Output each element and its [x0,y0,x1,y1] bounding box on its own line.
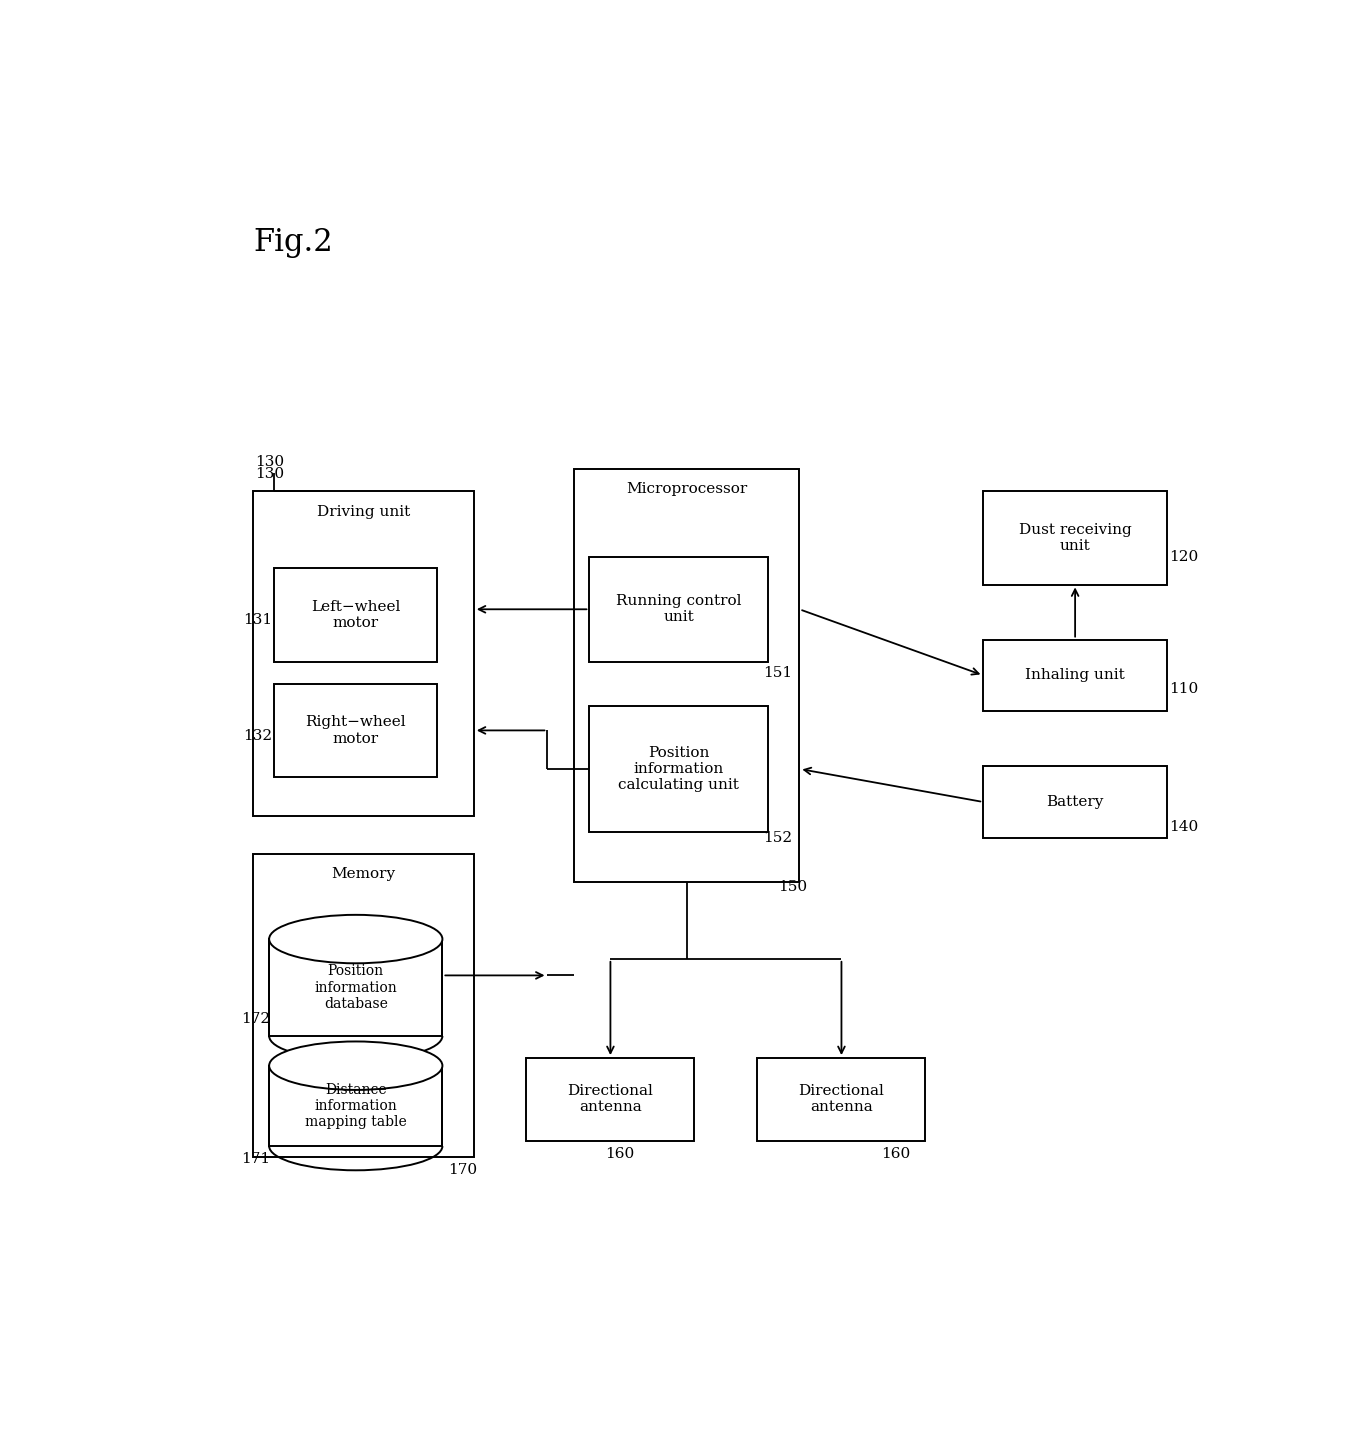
Text: Position
information
calculating unit: Position information calculating unit [618,746,738,792]
Bar [589,556,768,662]
Text: Battery: Battery [1046,795,1104,809]
Text: 172: 172 [241,1012,270,1027]
Text: 130: 130 [256,455,285,469]
Text: Running control
unit: Running control unit [617,595,741,625]
Bar [589,705,768,832]
Bar [526,1058,694,1141]
Text: Right−wheel
motor: Right−wheel motor [305,715,406,745]
Text: Inhaling unit: Inhaling unit [1026,668,1125,682]
Bar [274,684,438,776]
Text: 110: 110 [1169,682,1198,696]
Text: 140: 140 [1169,819,1198,834]
Text: 152: 152 [763,831,791,845]
Text: Fig.2: Fig.2 [253,226,333,257]
Bar [270,940,442,1035]
Bar [253,854,474,1157]
Bar [253,490,474,815]
Bar [984,766,1167,838]
Bar [573,469,799,882]
Text: Memory: Memory [332,868,396,881]
Text: Left−wheel
motor: Left−wheel motor [312,599,401,629]
Text: 120: 120 [1169,551,1198,563]
Text: Directional
antenna: Directional antenna [798,1084,885,1114]
Text: Distance
information
mapping table: Distance information mapping table [305,1083,406,1130]
Text: 150: 150 [778,881,808,894]
Text: 160: 160 [606,1147,634,1161]
Bar [270,1065,442,1145]
Text: Position
information
database: Position information database [314,964,397,1011]
Bar [274,568,438,662]
Bar [984,639,1167,711]
Bar [984,490,1167,585]
Text: Microprocessor: Microprocessor [626,482,747,496]
Text: 170: 170 [447,1163,477,1177]
Text: 171: 171 [241,1153,270,1167]
Text: 160: 160 [881,1147,911,1161]
Text: Directional
antenna: Directional antenna [568,1084,653,1114]
Text: 151: 151 [763,665,791,679]
Ellipse shape [270,1041,442,1090]
Text: Driving unit: Driving unit [317,505,411,519]
Ellipse shape [270,915,442,964]
Text: 131: 131 [243,612,272,626]
Text: Dust receiving
unit: Dust receiving unit [1019,522,1131,553]
Text: 130: 130 [256,468,285,482]
Text: 132: 132 [243,729,272,744]
Bar [757,1058,925,1141]
